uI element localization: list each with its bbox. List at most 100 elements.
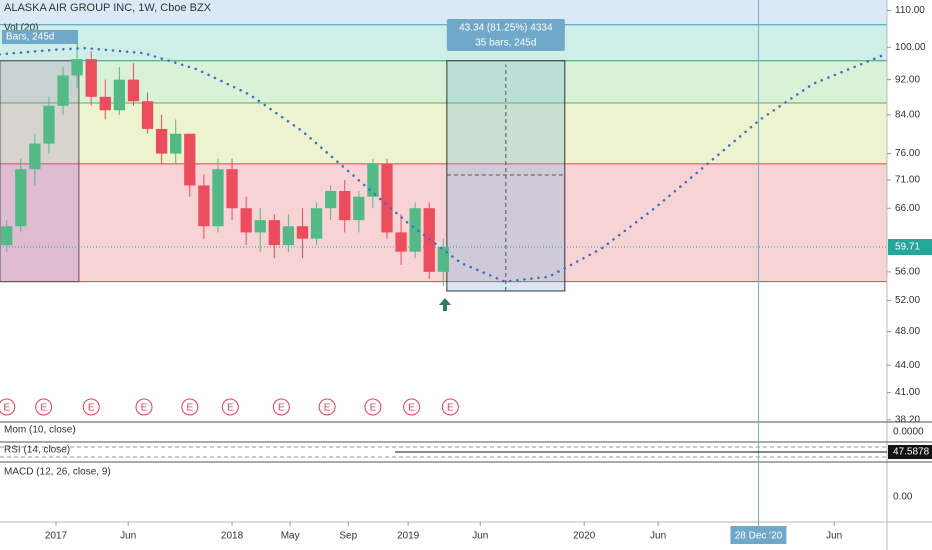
x-tick-label: 2020	[573, 531, 596, 542]
x-tick-label: Jun	[826, 531, 842, 542]
candle-body	[85, 59, 97, 97]
candle-body	[282, 226, 295, 246]
earnings-label: E	[88, 403, 95, 414]
candle-body	[198, 185, 210, 227]
fib-band	[0, 103, 887, 164]
indicator-label: Mom (10, close)	[4, 425, 76, 436]
measure-label: 43.34 (81.25%) 4334	[459, 23, 553, 34]
candle-body	[325, 191, 337, 209]
candle-body	[99, 96, 111, 111]
y-tick-label: 76.00	[895, 148, 920, 159]
candle-body	[127, 79, 140, 102]
earnings-marker	[135, 398, 153, 416]
earnings-marker	[0, 398, 16, 416]
candle-body	[310, 208, 323, 239]
x-tick-label: Jun	[120, 531, 136, 542]
indicator-tick-box	[888, 445, 932, 459]
candle-body	[268, 220, 280, 246]
x-tick-label: May	[281, 531, 300, 542]
candle-body	[254, 220, 266, 233]
earnings-label: E	[40, 403, 47, 414]
x-tick-label: 2018	[221, 531, 244, 542]
earnings-label: E	[278, 403, 285, 414]
earnings-label: E	[408, 403, 415, 414]
earnings-label: E	[186, 403, 193, 414]
y-tick-label: 44.00	[895, 360, 920, 371]
x-tick-label: Jun	[472, 531, 488, 542]
candle-body	[296, 226, 309, 239]
candle-body	[141, 101, 154, 129]
y-tick-label: 66.00	[895, 203, 920, 214]
earnings-marker	[441, 398, 459, 416]
y-tick-label: 92.00	[895, 74, 920, 85]
candle-body	[15, 169, 27, 227]
earnings-marker	[181, 398, 199, 416]
x-tick-label: Sep	[339, 531, 357, 542]
indicator-label: RSI (14, close)	[4, 445, 70, 456]
earnings-marker	[318, 398, 336, 416]
y-tick-label: 71.00	[895, 175, 920, 186]
earnings-label: E	[324, 403, 331, 414]
earnings-marker	[221, 398, 239, 416]
x-tick-label: 2017	[45, 531, 68, 542]
x-tick-label: 28 Dec '20	[735, 531, 783, 542]
candle-body	[367, 163, 379, 197]
candle-body	[155, 128, 168, 154]
candle-body	[170, 133, 182, 154]
earnings-marker	[364, 398, 382, 416]
indicator-tick-label: 0.0000	[893, 427, 924, 438]
earnings-marker	[35, 398, 53, 416]
y-tick-label: 52.00	[895, 295, 920, 306]
label-box	[2, 30, 78, 44]
candle-body	[339, 191, 351, 221]
earnings-marker	[272, 398, 290, 416]
fib-band	[0, 24, 887, 61]
candle-body	[113, 79, 126, 111]
y-tick-label: 48.00	[895, 326, 920, 337]
candle-body	[437, 247, 449, 272]
earnings-label: E	[447, 403, 454, 414]
y-tick-label: 56.00	[895, 266, 920, 277]
measure-label: 35 bars, 245d	[475, 38, 536, 49]
indicator-tick-label: 0.00	[893, 492, 913, 503]
y-tick-label: 38.20	[895, 415, 920, 426]
candle-body	[395, 232, 407, 252]
earnings-marker	[82, 398, 100, 416]
candle-body	[409, 208, 421, 252]
chart-title: ALASKA AIR GROUP INC, 1W, Cboe BZX	[4, 2, 212, 14]
candle-body	[29, 143, 41, 170]
y-tick-label: 84.00	[895, 109, 920, 120]
earnings-label: E	[141, 403, 148, 414]
range-label: Bars, 245d	[6, 32, 54, 43]
y-tick-label: 100.00	[895, 42, 926, 53]
x-tick-label: 2019	[397, 531, 420, 542]
y-tick-label: 41.00	[895, 387, 920, 398]
fib-band	[0, 0, 887, 25]
candle-body	[226, 169, 238, 209]
earnings-label: E	[227, 403, 234, 414]
y-tick-label: 110.00	[895, 5, 925, 16]
candle-body	[1, 226, 13, 246]
candle-body	[381, 163, 393, 233]
candle-body	[57, 75, 69, 106]
candle-body	[184, 133, 196, 186]
x-tick-label: Jun	[650, 531, 666, 542]
chart-subtitle: Vol (20)	[4, 23, 38, 34]
measure-label-box	[446, 19, 565, 51]
indicator-tick-label: 47.5878	[893, 447, 930, 458]
last-price-label: 59.71	[895, 242, 920, 253]
crosshair-label-box	[730, 526, 787, 544]
indicator-label: MACD (12, 26, close, 9)	[4, 467, 111, 478]
candle-body	[212, 169, 224, 227]
candle-body	[353, 196, 365, 221]
last-price-box	[888, 239, 932, 256]
candle-body	[43, 105, 55, 144]
arrow-icon	[439, 298, 451, 311]
candle-body	[240, 208, 252, 233]
cycle-curve	[0, 46, 889, 283]
earnings-label: E	[370, 403, 377, 414]
candle-body	[71, 59, 83, 76]
earnings-label: E	[3, 403, 10, 414]
earnings-marker	[403, 398, 421, 416]
